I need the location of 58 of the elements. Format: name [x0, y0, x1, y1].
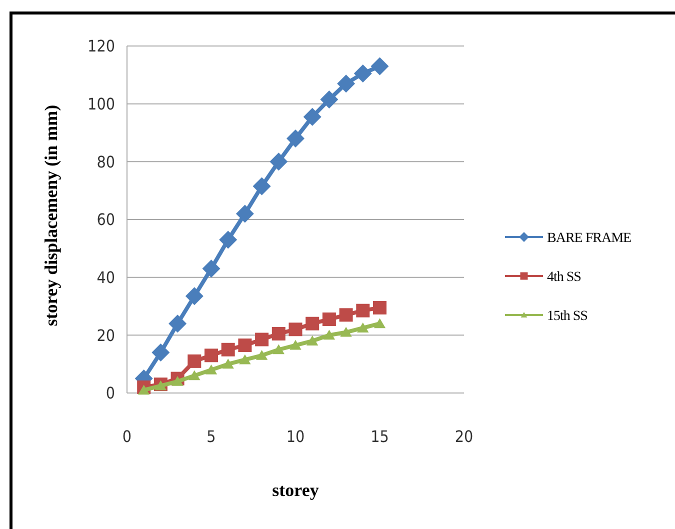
point — [290, 340, 302, 350]
point — [152, 344, 170, 362]
point — [306, 336, 318, 346]
point — [339, 308, 353, 322]
point — [373, 300, 386, 314]
point — [255, 332, 269, 346]
point — [288, 322, 302, 336]
point — [219, 230, 238, 249]
point — [252, 177, 271, 196]
point — [357, 322, 369, 332]
point — [306, 316, 320, 330]
x-tick-label: 0 — [122, 427, 132, 446]
point — [168, 314, 187, 333]
x-axis-title: storey — [272, 480, 319, 500]
point — [239, 354, 251, 364]
y-tick-label: 0 — [106, 384, 115, 403]
point — [270, 152, 288, 171]
y-axis-title: storey displacemeny (in mm) — [41, 104, 61, 326]
y-tick-label: 100 — [88, 94, 115, 114]
x-tick-label: 10 — [286, 427, 305, 446]
point — [272, 344, 284, 354]
point — [205, 364, 218, 374]
legend-label: 4th SS — [547, 270, 581, 285]
point — [238, 338, 252, 352]
point — [154, 380, 167, 390]
point — [221, 342, 235, 356]
point — [286, 130, 304, 148]
point — [272, 326, 286, 340]
point — [337, 74, 356, 93]
point — [204, 348, 218, 362]
point — [340, 326, 352, 337]
point — [320, 90, 338, 108]
point — [188, 354, 202, 368]
point — [138, 384, 150, 395]
y-tick-label: 60 — [96, 210, 115, 230]
point — [354, 64, 372, 82]
x-tick-label: 5 — [206, 427, 216, 446]
point — [222, 358, 234, 369]
point — [185, 287, 204, 306]
y-tick-label: 20 — [96, 326, 115, 345]
point — [188, 370, 200, 380]
point — [236, 204, 254, 223]
y-tick-label: 40 — [96, 268, 115, 287]
legend-label: 15th SS — [547, 308, 588, 324]
y-tick-label: 80 — [96, 152, 115, 172]
legend-label: BARE FRAME — [547, 230, 632, 246]
point — [323, 330, 336, 340]
x-tick-label: 15 — [370, 427, 389, 446]
point — [303, 108, 322, 126]
point — [256, 350, 268, 360]
point — [374, 318, 386, 328]
point — [322, 312, 336, 326]
x-tick-label: 20 — [454, 427, 474, 446]
point — [356, 304, 370, 318]
point — [370, 57, 389, 76]
point — [172, 376, 184, 386]
point — [202, 260, 220, 278]
y-tick-label: 120 — [88, 36, 115, 56]
